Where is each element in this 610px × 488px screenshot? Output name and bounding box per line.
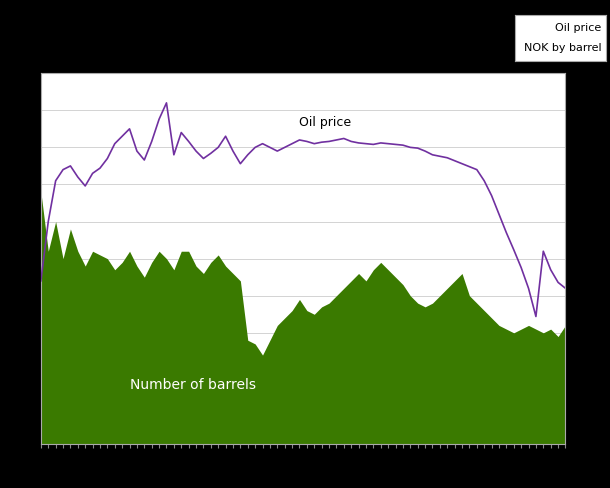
Text: Oil price: Oil price (555, 22, 601, 33)
Text: Number of barrels: Number of barrels (129, 378, 256, 392)
Text: NOK by barrel: NOK by barrel (523, 43, 601, 53)
Text: Oil price: Oil price (300, 116, 351, 129)
